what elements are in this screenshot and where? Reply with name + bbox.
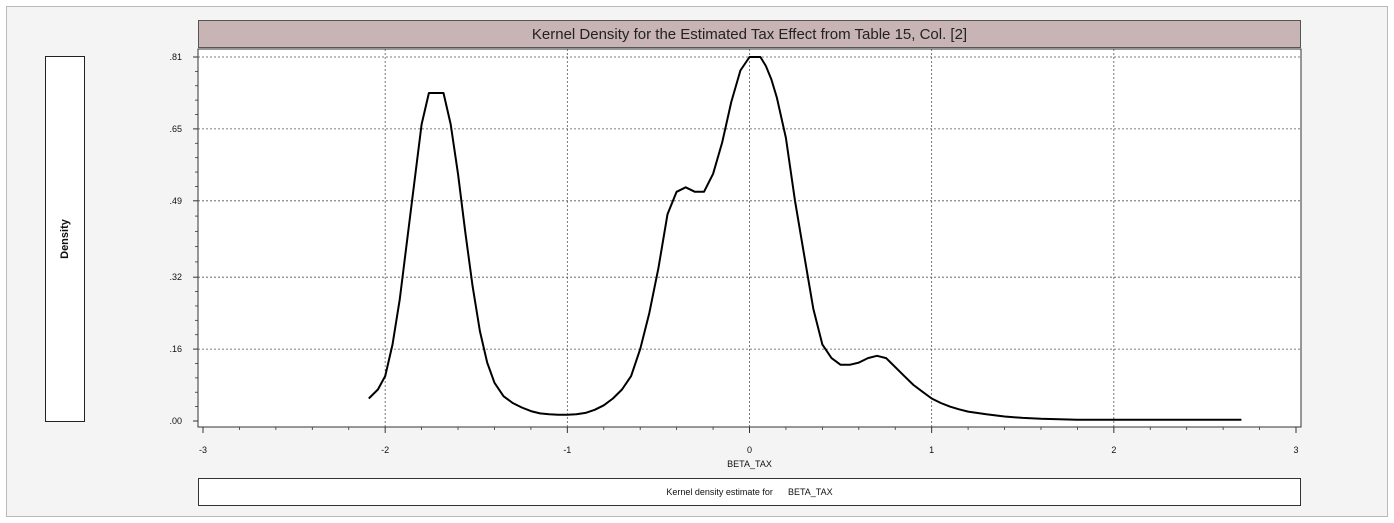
- x-tick-label: -1: [563, 445, 571, 455]
- y-tick-label: .16: [169, 344, 182, 354]
- x-tick-label: 2: [1111, 445, 1116, 455]
- density-line: [368, 56, 1242, 421]
- plot-area: .00 .16 .32 .49 .65 .81 -3 -2 -1 0 1 2 3 BETA_TAX: [169, 48, 1302, 469]
- x-axis-label: BETA_TAX: [727, 459, 772, 469]
- y-tick-label: .65: [169, 124, 182, 134]
- x-tick-label: -2: [381, 445, 389, 455]
- y-tick-label: .49: [169, 196, 182, 206]
- x-tick-label: 1: [929, 445, 934, 455]
- chart-title: Kernel Density for the Estimated Tax Eff…: [531, 25, 968, 43]
- y-tick-label: .00: [169, 416, 182, 426]
- x-tick-label: -3: [199, 445, 207, 455]
- caption-variable: BETA_TAX: [787, 487, 833, 497]
- chart-title-bar: Kernel Density for the Estimated Tax Eff…: [198, 20, 1301, 48]
- caption-spacer: [773, 487, 788, 497]
- y-tick-label: .32: [169, 272, 182, 282]
- x-tick-label: 0: [747, 445, 752, 455]
- y-axis-label-box: Density: [45, 56, 85, 422]
- x-tick-label: 3: [1293, 445, 1298, 455]
- caption-box: Kernel density estimate for BETA_TAX: [198, 478, 1301, 506]
- caption-prefix: Kernel density estimate for: [666, 487, 773, 497]
- y-tick-label: .81: [169, 52, 182, 62]
